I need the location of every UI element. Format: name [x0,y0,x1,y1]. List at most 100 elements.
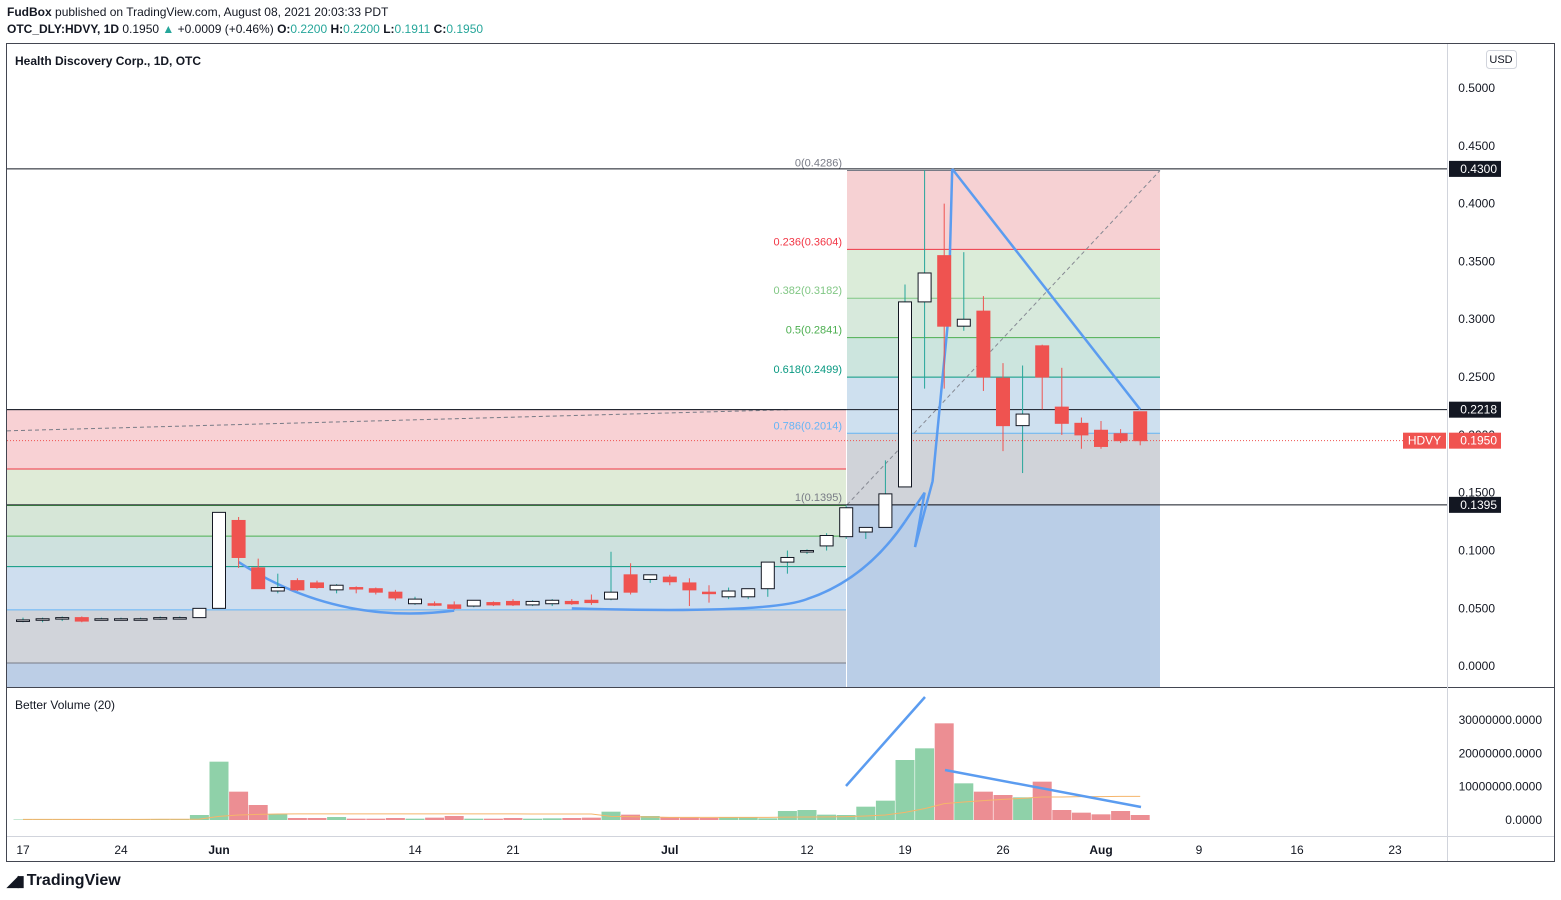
candle-body [858,526,873,533]
pane-title[interactable]: Health Discovery Corp., 1D, OTC [15,54,201,68]
volume-rising-trendline [845,696,926,787]
volume-bar [836,815,856,820]
candle-body [898,301,912,488]
time-axis[interactable]: 17 24 Jun 14 21 Jul 12 19 26 Aug 9 16 23 [16,843,1402,857]
volume-ma-line [23,795,1141,820]
volume-bar [1091,814,1111,820]
volume-bar [719,817,739,820]
candle-body [1133,411,1148,442]
volume-bar [268,814,288,820]
volume-bar [1032,781,1052,820]
price-badge-label: 0.1395 [1460,498,1497,512]
volume-bar [699,818,719,820]
currency-button[interactable] [1486,50,1517,69]
volume-bar [581,817,601,820]
candle-body [564,600,579,605]
candle-body [270,587,285,592]
price-tick-label: 0.1500 [1458,486,1495,500]
volume-axis[interactable]: 30000000.0000 20000000.0000 10000000.0000 0… [1459,713,1543,827]
volume-bar [973,791,993,820]
time-tick-label: 21 [506,843,520,857]
time-tick-label: Aug [1089,843,1112,857]
candle-body [1054,406,1069,424]
volume-bar [542,818,562,820]
price-badge [1449,432,1501,449]
candle-body [800,550,814,553]
candle-body [251,567,266,590]
volume-trend-drawings[interactable] [845,696,1142,809]
volume-bar [679,817,699,820]
candle-body [310,582,324,589]
volume-bar [385,818,405,820]
volume-bar [287,818,307,820]
fib-retracement-left[interactable] [6,409,846,687]
volume-tick-label: 20000000.0000 [1459,746,1543,760]
volume-bar [209,761,229,820]
price-axis[interactable]: 0.50000.45000.40000.35000.30000.25000.20… [1458,81,1495,673]
candle-body [623,574,638,593]
volume-bar [464,818,484,820]
candle-body [466,599,481,607]
fib-main-level-label: 0.786(0.2014) [774,420,843,432]
price-badge [1449,160,1501,177]
tradingview-logo[interactable]: ◢▮ TradingView [7,872,121,890]
chart-frame [6,43,1555,862]
high-label: H: [330,22,344,36]
fib-left-band [7,409,846,470]
price-tick-label: 0.1000 [1458,544,1495,558]
symbol-badge-label: HDVY [1408,434,1441,448]
price-tick-label: 0.5000 [1458,81,1495,95]
change-up-icon: ▲ [162,22,175,36]
price-tick-label: 0.3000 [1458,312,1495,326]
time-tick-label: 9 [1196,843,1203,857]
volume-bar [856,806,876,820]
time-tick-label: 19 [898,843,912,857]
candle-body [16,619,30,622]
volume-falling-trendline [944,768,1142,809]
candle-body [506,600,520,606]
time-tick-label: 14 [408,843,422,857]
volume-bar [934,723,954,820]
publisher-name[interactable]: FudBox [7,5,52,19]
candle-body [956,318,971,327]
volume-bar [483,818,503,820]
volume-bars [13,723,1150,820]
candle-body [427,603,442,606]
fib-main-level-label: 0.5(0.2841) [786,325,842,337]
candle-body [329,584,344,591]
candle-body [388,591,403,599]
candle-body [486,602,501,606]
fib-left-band [7,609,846,663]
candle-body [917,272,932,303]
open-value: 0.2200 [290,22,328,36]
candle-body [55,617,70,620]
fib-main-level-label: 0(0.4286) [795,158,842,170]
descending-trendline [951,168,1142,411]
price-badge-label: 0.1950 [1460,434,1497,448]
fib-left-band [7,505,846,537]
volume-bar [189,815,209,820]
volume-bar [758,818,778,820]
candle-body [1113,433,1128,442]
candle-body [584,599,599,604]
candle-body [604,591,618,600]
fib-main-band [847,170,1160,250]
time-tick-label: 23 [1388,843,1402,857]
horizontal-lines[interactable] [7,168,1447,506]
candle-body [525,600,540,606]
high-value: 0.2200 [343,22,380,36]
volume-bar [1130,815,1150,820]
cup-curve-right [571,520,907,612]
candle-body [996,377,1010,427]
volume-bar [895,760,915,820]
candle-body [545,599,560,605]
price-tick-label: 0.4000 [1458,197,1495,211]
volume-indicator-title[interactable]: Better Volume (20) [15,698,115,712]
candle-body [741,588,756,598]
last-price: 0.1950 [122,22,160,36]
volume-bar [777,811,797,820]
symbol-title[interactable]: OTC_DLY:HDVY, 1D [7,22,120,36]
volume-tick-label: 10000000.0000 [1459,780,1543,794]
time-tick-label: Jun [208,843,229,857]
